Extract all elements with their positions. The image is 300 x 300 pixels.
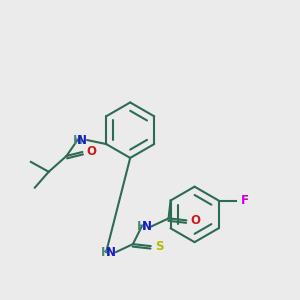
Text: F: F [240, 194, 248, 207]
Text: H: H [73, 134, 82, 147]
Text: N: N [77, 134, 87, 147]
Text: O: O [86, 146, 96, 158]
Text: O: O [190, 214, 200, 227]
Text: H: H [137, 220, 147, 233]
Text: S: S [155, 240, 163, 253]
Text: H: H [101, 245, 111, 259]
Text: N: N [142, 220, 152, 233]
Text: N: N [106, 245, 116, 259]
